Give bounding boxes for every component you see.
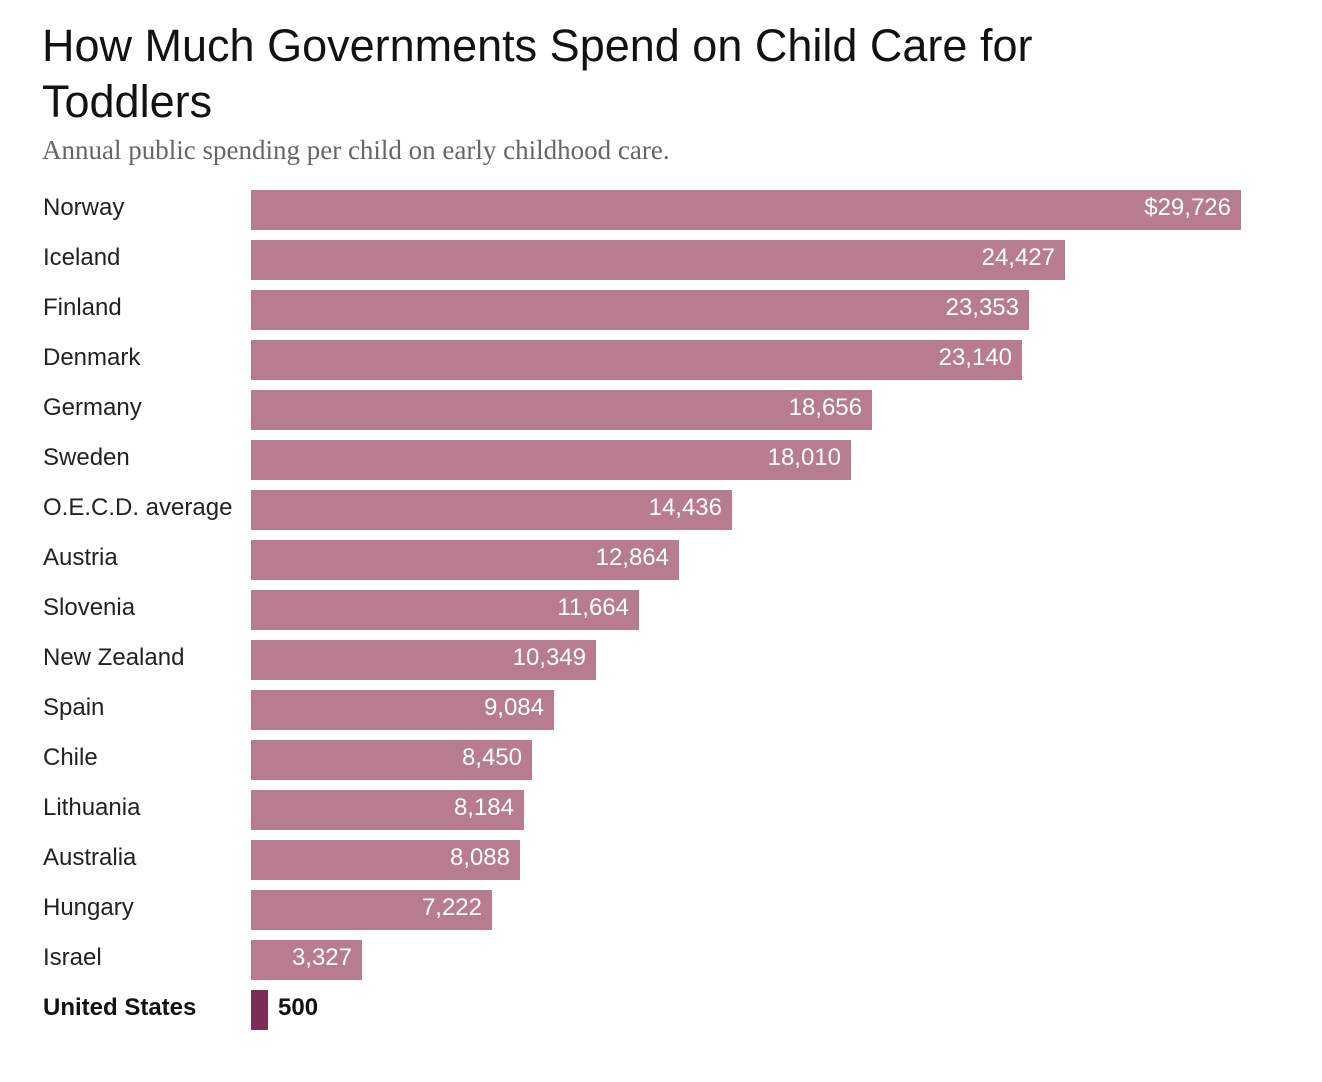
- bar-row: Hungary 7,222: [0, 890, 1322, 930]
- value-label: 11,664: [557, 594, 629, 621]
- category-label: Hungary: [43, 894, 134, 921]
- bar: [251, 290, 1029, 330]
- bar: [251, 440, 851, 480]
- bar: [251, 340, 1022, 380]
- category-label: Israel: [43, 944, 102, 971]
- value-label: 8,450: [461, 744, 522, 771]
- bar-row: Denmark 23,140: [0, 340, 1322, 380]
- bar-row: Lithuania 8,184: [0, 790, 1322, 830]
- category-label: Germany: [43, 394, 142, 421]
- bar: [251, 590, 639, 630]
- bar: [251, 940, 362, 980]
- bar: [251, 390, 872, 430]
- bar-row: Norway $29,726: [0, 190, 1322, 230]
- value-label: 24,427: [981, 244, 1055, 271]
- value-label: 12,864: [595, 544, 669, 571]
- bar: [251, 190, 1241, 230]
- bar: [251, 990, 268, 1030]
- bar-row: United States 500: [0, 990, 1322, 1030]
- bar: [251, 540, 679, 580]
- bar-row: O.E.C.D. average 14,436: [0, 490, 1322, 530]
- bar-row: Spain 9,084: [0, 690, 1322, 730]
- value-label: 18,010: [767, 444, 841, 471]
- bar: [251, 490, 732, 530]
- value-label: 23,353: [945, 294, 1019, 321]
- bar: [251, 240, 1065, 280]
- category-label: Austria: [43, 544, 118, 571]
- value-label: 18,656: [788, 394, 862, 421]
- bar: [251, 740, 532, 780]
- bar-row: Germany 18,656: [0, 390, 1322, 430]
- category-label: Spain: [43, 694, 105, 721]
- value-label: 10,349: [512, 644, 586, 671]
- bar-row: Sweden 18,010: [0, 440, 1322, 480]
- bar-row: Chile 8,450: [0, 740, 1322, 780]
- category-label: Slovenia: [43, 594, 136, 621]
- chart-title: How Much Governments Spend on Child Care…: [42, 20, 1033, 127]
- value-label: $29,726: [1144, 194, 1231, 221]
- value-label: 7,222: [421, 894, 482, 921]
- category-label: Lithuania: [43, 794, 141, 821]
- bar-row: Austria 12,864: [0, 540, 1322, 580]
- bar-row: Slovenia 11,664: [0, 590, 1322, 630]
- value-label: 14,436: [648, 494, 722, 521]
- category-label: New Zealand: [43, 644, 185, 671]
- category-label: Chile: [43, 744, 98, 771]
- bar-row: Israel 3,327: [0, 940, 1322, 980]
- bar: [251, 790, 524, 830]
- value-label: 8,088: [449, 844, 510, 871]
- category-label: O.E.C.D. average: [43, 494, 233, 521]
- value-label: 9,084: [483, 694, 544, 721]
- bar: [251, 890, 492, 930]
- value-label: 8,184: [453, 794, 514, 821]
- category-label: Norway: [43, 194, 125, 221]
- category-label: Iceland: [43, 244, 121, 271]
- value-label: 500: [278, 994, 319, 1021]
- category-label: Sweden: [43, 444, 130, 471]
- category-label: Denmark: [43, 344, 141, 371]
- bar: [251, 840, 520, 880]
- bar-row: Iceland 24,427: [0, 240, 1322, 280]
- bar: [251, 640, 596, 680]
- category-label: Australia: [43, 844, 137, 871]
- bar-row: Finland 23,353: [0, 290, 1322, 330]
- category-label: Finland: [43, 294, 122, 321]
- value-label: 3,327: [291, 944, 352, 971]
- category-label: United States: [43, 994, 197, 1021]
- value-label: 23,140: [938, 344, 1012, 371]
- chart-subtitle: Annual public spending per child on earl…: [42, 135, 670, 165]
- bar-row: Australia 8,088: [0, 840, 1322, 880]
- bar: [251, 690, 554, 730]
- bar-row: New Zealand 10,349: [0, 640, 1322, 680]
